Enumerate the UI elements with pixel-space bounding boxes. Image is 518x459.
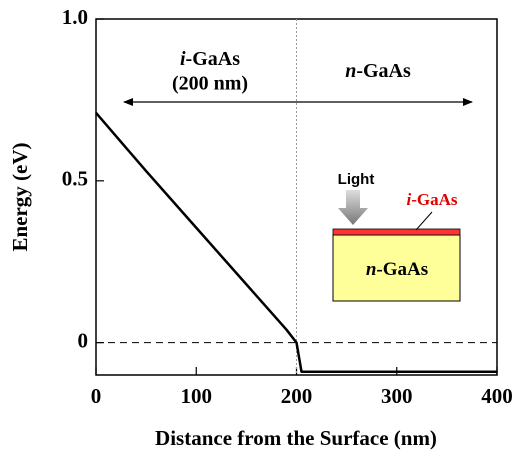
y-tick-label: 0.5 (62, 167, 88, 191)
annotation-part: -GaAs (186, 48, 241, 70)
light-arrow (338, 190, 368, 225)
annotation: i-GaAs (180, 48, 240, 70)
inset: Light i-GaAs n-GaAs (333, 171, 460, 301)
inset-layer (333, 229, 460, 235)
x-tick-label: 400 (481, 384, 513, 408)
annotation-part: -GaAs (376, 259, 428, 280)
y-tick-label: 0 (78, 328, 89, 352)
x-tick-label: 0 (91, 384, 102, 408)
annotation: (200 nm) (172, 73, 248, 95)
inset-label: n-GaAs (366, 259, 428, 280)
pointer (416, 212, 432, 230)
y-tick-label: 1.0 (62, 5, 88, 29)
x-tick-label: 300 (381, 384, 413, 408)
x-tick-label: 100 (181, 384, 213, 408)
annotation-part: n (366, 259, 377, 280)
inset-label: Light (338, 171, 375, 188)
x-tick-label: 200 (281, 384, 313, 408)
inset-label: i-GaAs (406, 190, 457, 209)
annotation: n-GaAs (345, 60, 411, 82)
annotation-part: n (345, 60, 356, 82)
annotation-part: -GaAs (411, 190, 458, 209)
x-axis-title: Distance from the Surface (nm) (155, 426, 437, 450)
annotation-part: -GaAs (356, 60, 411, 82)
chart: 010020030040000.51.0 i-GaAs (200 nm) n-G… (0, 0, 518, 459)
y-axis-title: Energy (eV) (8, 142, 32, 251)
